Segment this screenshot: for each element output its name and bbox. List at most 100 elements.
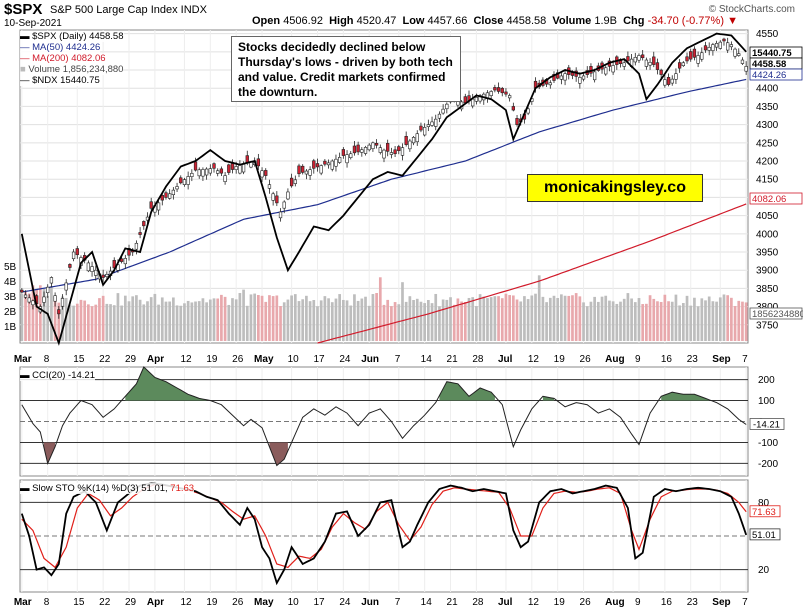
volume-bar [360,298,364,341]
candle-down [323,160,327,165]
legend-cci: ▬ CCI(20) -14.21 [20,370,95,381]
volume-bar [641,304,645,341]
volume-bar [508,295,511,341]
candle-up [49,277,54,284]
volume-bar [608,300,611,341]
candle-up [434,118,438,127]
volume-bar [109,304,112,341]
volume-bar [737,300,741,341]
volume-bar [142,304,146,341]
price-y-tick-label: 4150 [756,175,779,186]
x-tick-label-sto: 26 [232,597,244,608]
candle-up [548,82,552,86]
x-tick-label-price: 16 [661,354,673,365]
volume-bar [449,297,452,341]
volume-bar [596,301,600,341]
x-tick-label-price: Sep [712,354,730,365]
volume-bar [282,302,286,341]
candle-up [156,202,161,211]
candle-up [670,78,674,84]
candle-down [689,51,693,60]
volume-bar [600,296,604,341]
candle-down [652,56,656,65]
candle-down [227,164,231,173]
chg-value: -34.70 (-0.77%) [647,15,724,27]
sto-y-tick-label: 80 [758,498,770,509]
ndx-line [20,32,747,346]
candle-up [201,169,205,177]
legend-ma200-text: MA(200) 4082.06 [32,53,106,64]
x-tick-label-sto: Apr [147,597,164,608]
candle-down [641,54,645,59]
candle-up [31,300,35,306]
candle-up [326,162,331,166]
candle-up [197,169,201,177]
cci-y-tick-label: -200 [758,459,778,470]
legend-ma200: — MA(200) 4082.06 [20,53,106,64]
candle-down [75,248,79,256]
x-tick-label-sto: 12 [180,597,192,608]
volume-bar [98,298,101,341]
volume-bar [101,295,105,341]
volume-bar [319,300,323,341]
candle-up [260,170,264,178]
candle-up [382,149,386,159]
volume-y-tick-label: 2B [4,307,17,318]
candle-down [511,106,515,111]
volume-value: 1.9B [594,15,617,27]
brand-label: monicakingsley.co [527,174,703,202]
chg-label: Chg [623,15,645,27]
volume-bar [168,301,172,341]
volume-bar [604,295,608,341]
volume-bar [401,282,404,341]
volume-bar [471,297,475,341]
x-tick-label-sto: 9 [635,597,641,608]
candle-up [400,147,405,156]
x-tick-label-sto: 15 [73,597,85,608]
volume-bar [293,294,297,341]
x-tick-label-sto: 19 [554,597,566,608]
volume-bar [286,299,290,341]
cci-overbought-fill [542,396,554,401]
stockcharts-credit: © StockCharts.com [708,4,795,15]
candle-up [123,258,127,265]
candle-up [611,65,615,73]
candle-down [393,149,397,155]
candle-down [419,125,423,131]
candle-down [212,163,216,169]
volume-bar [681,303,685,341]
x-tick-label-price: 26 [580,354,592,365]
x-tick-label-price: 15 [73,354,85,365]
x-tick-label-price: 9 [635,354,641,365]
x-tick-label-price: 28 [472,354,484,365]
x-tick-label-sto: May [254,597,274,608]
volume-bar [670,301,674,341]
cci-y-tick-label: 200 [758,375,775,386]
candle-up [604,67,608,75]
candle-up [208,168,212,174]
legend-sto-d: 71.63 [170,483,195,494]
volume-bar [264,301,268,341]
candle-down [297,165,301,175]
legend-volume-swatch: ■ [20,64,26,75]
volume-bar [523,296,526,341]
volume-bar [412,300,415,341]
volume-bar [197,301,201,341]
volume-bar [548,297,552,341]
x-tick-label-price: 10 [288,354,300,365]
price-y-tick-label: 4400 [756,84,779,95]
legend-cci-swatch: ▬ [20,370,30,381]
volume-bar [275,295,279,341]
volume-bar [463,302,467,341]
legend-volume: ■ Volume 1,856,234,880 [20,64,124,75]
candle-up [389,152,394,155]
x-tick-label-sto: Jul [498,597,513,608]
candle-down [685,56,689,62]
candle-up [718,41,722,49]
price-y-tick-label: 4000 [756,229,779,240]
volume-bar [637,298,641,341]
volume-label: Volume [552,15,592,27]
candle-down [397,146,401,152]
x-tick-label-sto: 8 [44,597,50,608]
volume-y-tick-label: 5B [4,262,17,273]
